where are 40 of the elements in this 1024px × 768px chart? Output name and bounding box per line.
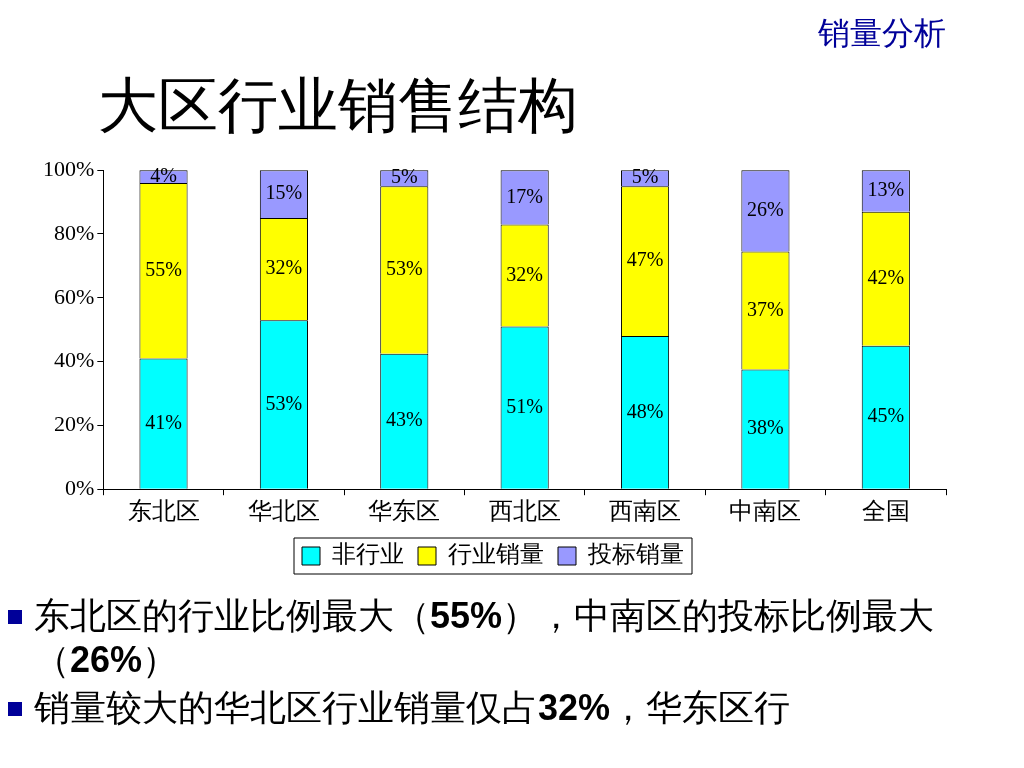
chart-title: 大区行业销售结构	[98, 72, 578, 141]
y-tick-label: 80%	[54, 219, 95, 245]
legend-label: 投标销量	[587, 541, 684, 568]
y-tick-label: 20%	[54, 411, 95, 437]
x-tick-label: 中南区	[729, 497, 802, 524]
y-tick-label: 100%	[43, 155, 95, 181]
data-label: 51%	[506, 394, 543, 417]
data-label: 38%	[747, 416, 784, 439]
data-label: 48%	[626, 399, 664, 422]
data-label: 37%	[747, 297, 784, 320]
legend-label: 非行业	[332, 541, 404, 568]
x-tick-label: 西南区	[609, 497, 682, 524]
text: 东北区的行业比例最大（55%），中南区的投标比例最大（26%）	[34, 595, 935, 680]
data-label: 55%	[145, 257, 182, 280]
data-label: 5%	[390, 165, 418, 188]
data-label: 32%	[506, 262, 543, 285]
data-label: 42%	[867, 265, 905, 288]
data-label: 53%	[385, 257, 423, 280]
x-tick-label: 西北区	[488, 497, 561, 524]
x-tick-label: 全国	[861, 497, 910, 524]
x-tick-label: 华东区	[368, 497, 441, 524]
y-tick-label: 0%	[65, 474, 95, 500]
chart-subtitle: 销量分析	[818, 14, 946, 53]
y-tick-label: 40%	[54, 347, 95, 373]
data-label: 53%	[265, 391, 303, 414]
x-tick-label: 华北区	[247, 497, 320, 524]
data-label: 13%	[867, 178, 905, 201]
data-label: 43%	[385, 408, 423, 431]
data-label: 15%	[265, 181, 303, 204]
data-label: 41%	[145, 410, 182, 433]
data-label: 32%	[265, 256, 303, 279]
data-label: 47%	[626, 248, 664, 271]
x-tick-label: 东北区	[127, 497, 200, 524]
legend-label: 行业销量	[448, 541, 544, 568]
text: 销量较大的华北区行业销量仅占32%，华东区行	[34, 687, 791, 728]
data-label: 17%	[506, 184, 543, 207]
data-label: 5%	[631, 165, 659, 188]
data-label: 45%	[867, 404, 905, 427]
data-label: 26%	[747, 198, 784, 221]
y-tick-label: 60%	[54, 283, 95, 309]
